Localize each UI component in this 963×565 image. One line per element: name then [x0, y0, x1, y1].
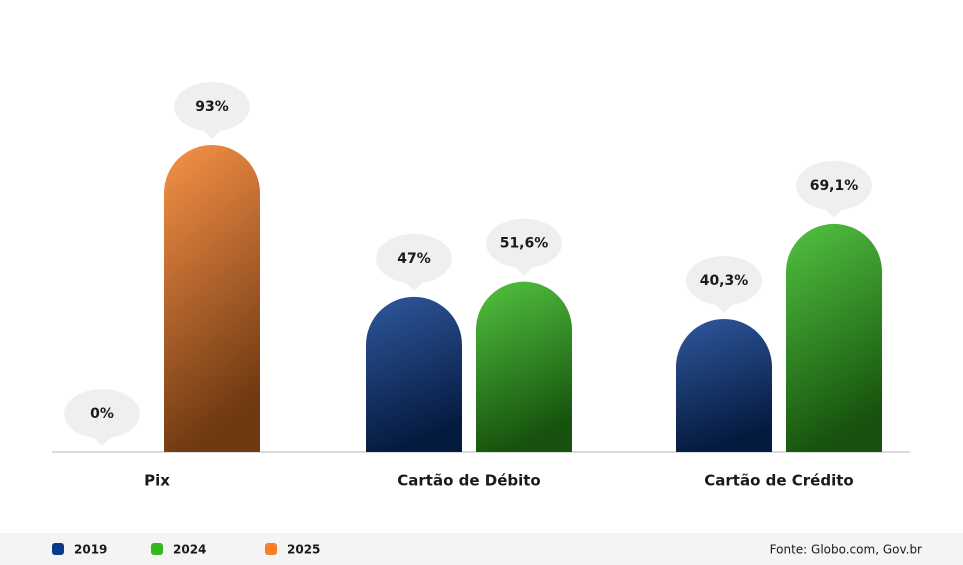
x-tick-label: Cartão de Crédito	[704, 472, 853, 490]
value-bubble	[686, 255, 762, 313]
legend-label: 2024	[173, 543, 206, 557]
value-bubble	[486, 218, 562, 276]
value-bubble	[174, 82, 250, 139]
value-label: 69,1%	[810, 178, 859, 194]
x-tick-label: Cartão de Débito	[397, 472, 540, 490]
value-label: 47%	[397, 251, 431, 267]
bar	[676, 318, 772, 452]
value-label: 0%	[90, 406, 114, 422]
x-tick-label: Pix	[144, 472, 170, 490]
legend-swatch	[265, 543, 277, 555]
legend-swatch	[52, 543, 64, 555]
value-label: 40,3%	[700, 273, 749, 289]
source: Fonte: Globo.com, Gov.br	[770, 543, 922, 557]
legend-label: 2025	[287, 543, 320, 557]
bar	[786, 223, 882, 452]
value-bubble	[64, 389, 140, 446]
legend-label: 2019	[74, 543, 107, 557]
bar	[366, 296, 462, 452]
value-label: 93%	[195, 99, 229, 115]
value-bubble	[376, 233, 452, 291]
bar	[164, 145, 260, 452]
value-label: 51,6%	[500, 236, 549, 252]
legend-swatch	[151, 543, 163, 555]
value-bubble	[796, 160, 872, 218]
bar	[476, 281, 572, 452]
